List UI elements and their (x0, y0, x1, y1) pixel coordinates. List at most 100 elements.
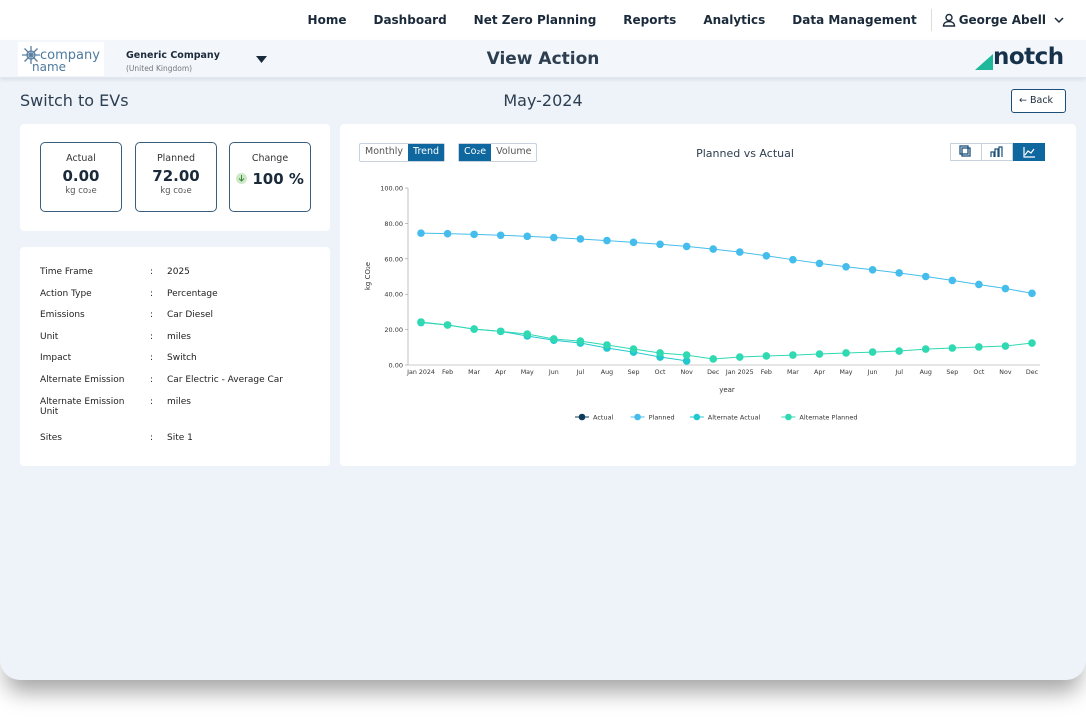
point (470, 325, 478, 333)
detail-label: Sites (40, 433, 62, 443)
toggle-option[interactable]: Volume (496, 146, 532, 157)
toggle-option[interactable]: Trend (408, 144, 445, 161)
legend-label: Planned (649, 414, 675, 422)
x-tick-label: Feb (442, 369, 453, 376)
bar-view-button[interactable] (981, 143, 1013, 161)
nav-item[interactable]: Net Zero Planning (473, 13, 597, 27)
detail-separator: : (150, 375, 154, 385)
series-line (420, 232, 1033, 294)
y-tick-label: 40.00 (384, 291, 403, 299)
logo-mark (22, 46, 40, 64)
x-tick-label: May (840, 369, 853, 376)
back-label[interactable]: Back (1029, 95, 1054, 106)
y-tick-label: 80.00 (384, 220, 403, 228)
point (868, 265, 877, 274)
legend-swatch (634, 413, 641, 421)
x-tick-label: Mar (468, 369, 480, 376)
point (682, 242, 691, 251)
detail-value: Car Diesel (167, 310, 214, 320)
x-axis-label: year (719, 386, 735, 394)
point (842, 349, 850, 357)
detail-value: miles (167, 332, 191, 342)
point (815, 350, 824, 358)
nav-item[interactable]: Data Management (792, 13, 917, 27)
x-tick-label: Jul (576, 369, 585, 376)
kpi: Change 100 % (229, 142, 311, 212)
point (1001, 284, 1010, 293)
x-tick-label: Jun (548, 369, 559, 376)
nav-item[interactable]: Dashboard (373, 13, 447, 27)
point (842, 262, 850, 271)
point (1001, 342, 1010, 350)
x-tick-label: Sep (628, 369, 640, 376)
y-tick-label: 0.00 (389, 362, 403, 370)
point (948, 276, 957, 285)
nav-bar: Home Dashboard Net Zero Planning Reports… (0, 0, 1086, 40)
point (629, 345, 638, 353)
point (895, 269, 903, 277)
brand-mark (975, 54, 993, 70)
point (1028, 289, 1036, 298)
x-tick-label: Oct (973, 369, 984, 376)
point (895, 347, 903, 355)
back-button[interactable]: ← Back (1011, 89, 1066, 113)
dropdown-arrow[interactable] (256, 56, 267, 63)
point (443, 229, 452, 238)
detail-label: Action Type (40, 289, 92, 299)
detail-value: Site 1 (167, 433, 193, 443)
brand-name: notch (993, 44, 1064, 70)
point (550, 335, 558, 343)
point (603, 236, 611, 245)
point (656, 349, 664, 357)
detail-separator: : (150, 397, 154, 407)
nav-item[interactable]: Reports (623, 13, 677, 27)
page-title: View Action (486, 49, 600, 69)
point (417, 229, 425, 237)
kpi-unit: kg co₂e (160, 186, 192, 196)
point (417, 318, 425, 326)
detail-separator: : (150, 433, 154, 443)
detail-value: miles (167, 397, 191, 407)
legend-swatch (785, 413, 792, 421)
kpi-label: Change (251, 153, 289, 164)
point (975, 343, 983, 351)
kpi-value-text: 100 % (252, 170, 304, 188)
legend-swatch (693, 413, 701, 421)
measure-toggle: Co₂e Volume (458, 143, 538, 162)
nav-item[interactable]: Home (307, 13, 347, 27)
chart-card: Monthly Trend Co₂e Volume Planned vs Actua… (340, 124, 1076, 466)
x-tick-label: Jun (867, 369, 878, 376)
kpi: Actual 0.00 kg co₂e (40, 142, 122, 212)
logo-text: name (32, 60, 67, 74)
point (948, 344, 957, 352)
x-tick-label: Feb (761, 369, 772, 376)
chart: Planned vs Actual year kg CO₂e 0.00 20.00… (364, 147, 1040, 422)
company-country: (United Kingdom) (126, 64, 193, 73)
toggle-option[interactable]: Monthly (365, 146, 404, 157)
point (762, 352, 771, 360)
legend-label: Alternate Planned (799, 414, 857, 422)
x-tick-label: Sep (946, 369, 958, 376)
detail-separator: : (150, 310, 154, 320)
detail-label: Emissions (40, 310, 85, 320)
point (470, 230, 478, 239)
user-name[interactable]: George Abell (958, 13, 1046, 27)
point (921, 272, 930, 281)
line-view-button[interactable] (1013, 143, 1045, 161)
company-name[interactable]: Generic Company (126, 50, 220, 61)
detail-separator: : (150, 289, 154, 299)
detail-separator: : (150, 332, 154, 342)
x-tick-label: Jul (894, 369, 903, 376)
point (815, 259, 824, 268)
x-tick-label: Aug (601, 369, 613, 376)
user-icon (942, 13, 955, 27)
nav-item[interactable]: Analytics (703, 13, 766, 27)
chart-title: Planned vs Actual (696, 147, 794, 160)
point (1028, 339, 1036, 347)
x-tick-label: Jan 2025 (725, 369, 754, 376)
point (735, 353, 744, 361)
sub-header: company name Generic Company (United Kin… (0, 40, 1086, 78)
point (789, 255, 797, 264)
point (975, 280, 983, 289)
toggle-option[interactable]: Co₂e (459, 144, 492, 161)
